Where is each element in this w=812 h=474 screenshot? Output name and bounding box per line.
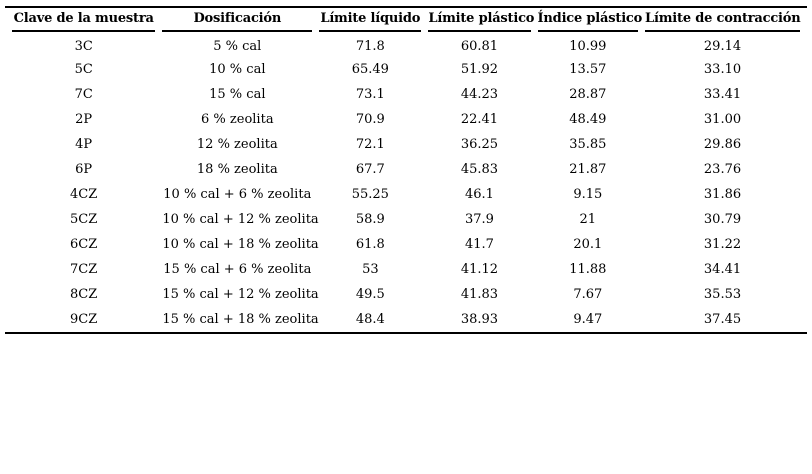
table-cell: 21 [579, 212, 597, 227]
table-cell: 15 % cal [209, 87, 266, 102]
table-cell: 35.85 [569, 137, 607, 152]
column-header-liquid-limit: Límite líquido [319, 8, 422, 32]
table-cell: 34.41 [703, 262, 742, 277]
table-cell: 48.4 [355, 312, 385, 327]
table-row: 7CZ 15 % cal + 6 % zeolita 53 41.12 11.88 34.… [12, 257, 800, 282]
table-cell: 9CZ [70, 312, 98, 327]
table-cell: 41.83 [460, 287, 499, 302]
table-cell: 2P [75, 112, 93, 127]
table-cell: 61.8 [355, 237, 385, 252]
column-header-plasticity-index: Índice plástico [537, 8, 642, 32]
table-header: Clave de la muestra Dosificación Límite … [12, 8, 801, 32]
table-cell: 8CZ [70, 287, 98, 302]
table-row: 4P 12 % zeolita 72.1 36.25 35.85 29.86 [12, 132, 800, 157]
table-cell: 15 % cal + 18 % zeolita [162, 312, 319, 327]
table-cell: 4P [75, 137, 93, 152]
table-cell: 60.81 [460, 38, 499, 54]
table-row: 3C 5 % cal 71.8 60.81 10.99 29.14 [12, 32, 800, 57]
table-cell: 67.7 [355, 162, 385, 177]
table-cell: 72.1 [355, 137, 385, 152]
table-body: 3C 5 % cal 71.8 60.81 10.99 29.14 5C 10 % cal 65… [12, 32, 800, 332]
table-row: 7C 15 % cal 73.1 44.23 28.87 33.41 [12, 82, 800, 107]
table-cell: 4CZ [70, 187, 98, 202]
table-row: 5C 10 % cal 65.49 51.92 13.57 33.10 [12, 57, 800, 82]
table-cell: 30.79 [703, 212, 742, 227]
table-cell: 21.87 [569, 162, 607, 177]
table-cell: 9.47 [573, 312, 603, 327]
table-cell: 31.00 [703, 112, 742, 127]
table-cell: 13.57 [569, 62, 607, 77]
table-cell: 53 [362, 262, 379, 277]
table-cell: 7CZ [70, 262, 98, 277]
table-cell: 49.5 [355, 287, 385, 302]
table-cell: 29.86 [703, 137, 742, 152]
table-row: 6CZ 10 % cal + 18 % zeolita 61.8 41.7 20.1 31… [12, 232, 800, 257]
table-cell: 11.88 [569, 262, 607, 277]
table-cell: 10 % cal + 6 % zeolita [163, 187, 312, 202]
table-row: 9CZ 15 % cal + 18 % zeolita 48.4 38.93 9.47 3… [12, 307, 800, 332]
table-cell: 18 % zeolita [196, 162, 278, 177]
table-row: 4CZ 10 % cal + 6 % zeolita 55.25 46.1 9.15 31… [12, 182, 800, 207]
atterberg-limits-table: Clave de la muestra Dosificación Límite … [5, 8, 807, 332]
table-row: 6P 18 % zeolita 67.7 45.83 21.87 23.76 [12, 157, 800, 182]
table-cell: 38.93 [460, 312, 499, 327]
table-cell: 36.25 [460, 137, 499, 152]
table-cell: 7.67 [573, 287, 603, 302]
table-cell: 37.9 [465, 212, 494, 227]
column-header-shrinkage-limit: Límite de contracción [645, 8, 801, 32]
table-cell: 33.10 [703, 62, 742, 77]
table-cell: 23.76 [703, 162, 742, 177]
table-cell: 41.7 [465, 237, 494, 252]
table-cell: 31.22 [703, 237, 742, 252]
table-cell: 6CZ [70, 237, 98, 252]
table-cell: 5CZ [70, 212, 98, 227]
table-cell: 31.86 [703, 187, 742, 202]
table-cell: 9.15 [573, 187, 603, 202]
table-cell: 37.45 [703, 312, 742, 327]
table-cell: 12 % zeolita [196, 137, 278, 152]
table-cell: 35.53 [703, 287, 742, 302]
table-cell: 45.83 [460, 162, 499, 177]
table-cell: 15 % cal + 6 % zeolita [163, 262, 312, 277]
table-cell: 33.41 [703, 87, 742, 102]
table-cell: 6 % zeolita [201, 112, 274, 127]
table-cell: 5 % cal [213, 38, 262, 54]
table-cell: 55.25 [351, 187, 389, 202]
table-cell: 41.12 [460, 262, 499, 277]
table-cell: 48.49 [569, 112, 607, 127]
table-cell: 5C [74, 62, 93, 77]
table-cell: 10 % cal + 18 % zeolita [162, 237, 319, 252]
table-cell: 46.1 [465, 187, 494, 202]
table-cell: 10 % cal + 12 % zeolita [162, 212, 319, 227]
table-cell: 22.41 [460, 112, 499, 127]
column-header-sample-key: Clave de la muestra [12, 8, 156, 32]
column-header-dosage: Dosificación [162, 8, 313, 32]
table-row: 8CZ 15 % cal + 12 % zeolita 49.5 41.83 7.67 3… [12, 282, 800, 307]
table-cell: 3C [74, 38, 93, 54]
table-cell: 44.23 [460, 87, 499, 102]
table-cell: 29.14 [703, 38, 742, 54]
table-cell: 7C [74, 87, 93, 102]
table-cell: 73.1 [355, 87, 385, 102]
table-cell: 70.9 [355, 112, 385, 127]
table-cell: 28.87 [569, 87, 607, 102]
table-cell: 10 % cal [209, 62, 266, 77]
table-row: 5CZ 10 % cal + 12 % zeolita 58.9 37.9 21 30.7… [12, 207, 800, 232]
table-cell: 10.99 [569, 38, 607, 54]
column-header-plastic-limit: Límite plástico [428, 8, 534, 32]
table-cell: 6P [75, 162, 93, 177]
table-cell: 51.92 [460, 62, 499, 77]
atterberg-limits-table-container: Clave de la muestra Dosificación Límite … [5, 6, 807, 334]
table-cell: 71.8 [355, 38, 385, 54]
table-cell: 58.9 [355, 212, 385, 227]
table-cell: 15 % cal + 12 % zeolita [162, 287, 319, 302]
table-header-row: Clave de la muestra Dosificación Límite … [12, 8, 801, 32]
table-cell: 20.1 [573, 237, 603, 252]
table-cell: 65.49 [351, 62, 389, 77]
table-row: 2P 6 % zeolita 70.9 22.41 48.49 31.00 [12, 107, 800, 132]
